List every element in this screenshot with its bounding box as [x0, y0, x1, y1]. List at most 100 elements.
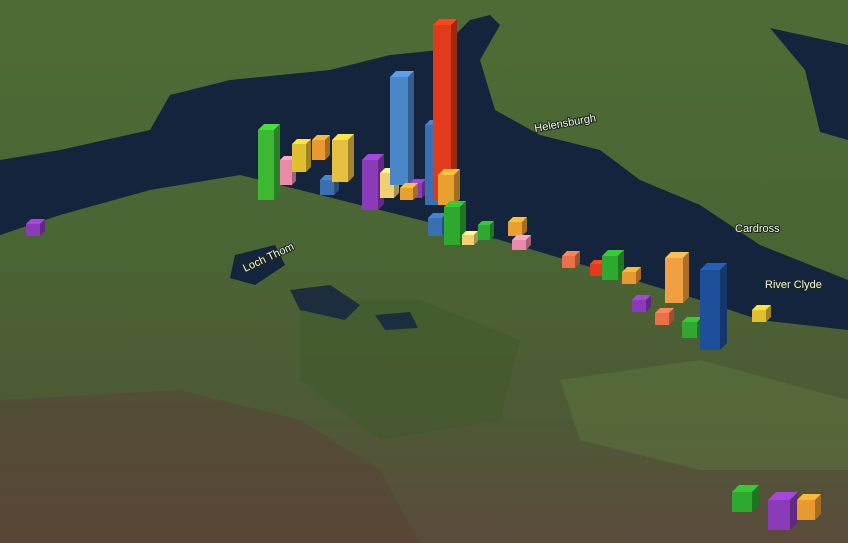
- bar-face: [632, 300, 646, 312]
- moorland: [0, 390, 420, 543]
- bar-face: [575, 251, 580, 268]
- bar-face: [646, 295, 651, 312]
- bar-face: [508, 217, 527, 222]
- bar-face: [655, 308, 674, 313]
- column: [400, 183, 418, 200]
- column: [682, 317, 702, 338]
- bar-face: [462, 231, 478, 235]
- bar-face: [562, 251, 580, 256]
- water: [0, 15, 848, 330]
- bar-face: [26, 224, 40, 236]
- bar-face: [602, 250, 624, 256]
- bar-face: [258, 124, 280, 130]
- column: [433, 19, 457, 200]
- bar-face: [508, 222, 522, 236]
- bar-face: [815, 494, 821, 520]
- bar-face: [562, 256, 575, 268]
- bar-face: [665, 258, 683, 303]
- bar-face: [312, 135, 330, 140]
- bar-face: [700, 270, 720, 350]
- bar-face: [428, 213, 447, 218]
- bar-face: [752, 485, 759, 512]
- bar-face: [720, 263, 727, 350]
- bar-face: [274, 124, 280, 200]
- bar-face: [790, 492, 798, 530]
- column: [508, 217, 527, 236]
- column: [438, 169, 460, 205]
- bar-face: [312, 140, 325, 160]
- bar-face: [390, 71, 414, 77]
- bar-face: [332, 140, 348, 182]
- column: [478, 221, 494, 240]
- bar-face: [522, 217, 527, 236]
- column: [292, 139, 311, 172]
- bar-face: [454, 169, 460, 205]
- bar-face: [622, 267, 641, 272]
- bar-face: [797, 500, 815, 520]
- column: [258, 124, 280, 200]
- bar-face: [413, 183, 418, 200]
- moorland: [300, 300, 520, 440]
- bar-face: [766, 305, 771, 322]
- column: [752, 305, 771, 322]
- column: [655, 308, 674, 325]
- column: [462, 231, 478, 245]
- bar-face: [700, 263, 727, 270]
- bar-face: [474, 231, 478, 245]
- bar-face: [512, 235, 531, 240]
- bar-face: [768, 500, 790, 530]
- column: [390, 71, 414, 185]
- bar-face: [512, 240, 526, 250]
- bar-face: [438, 175, 454, 205]
- bar-face: [428, 218, 442, 236]
- bar-face: [332, 134, 354, 140]
- column: [732, 485, 759, 512]
- bar-face: [632, 295, 651, 300]
- bar-face: [362, 154, 384, 160]
- bar-face: [26, 219, 45, 224]
- bar-face: [280, 160, 292, 185]
- bar-face: [682, 317, 702, 322]
- bar-face: [400, 188, 413, 200]
- bar-layer: [26, 19, 821, 530]
- bar-face: [732, 485, 759, 492]
- loch: [230, 245, 285, 285]
- water: [770, 28, 848, 140]
- bar-face: [438, 169, 460, 175]
- bar-face: [258, 130, 274, 200]
- bar-face: [768, 492, 798, 500]
- bar-face: [451, 19, 457, 200]
- column: [622, 267, 641, 284]
- bar-face: [444, 207, 460, 245]
- column: [768, 492, 798, 530]
- bar-face: [348, 134, 354, 182]
- bar-face: [478, 225, 490, 240]
- bar-face: [40, 219, 45, 236]
- column: [332, 134, 354, 182]
- bar-face: [752, 310, 766, 322]
- column: [512, 235, 531, 250]
- bar-face: [462, 235, 474, 245]
- bar-face: [400, 183, 418, 188]
- bar-face: [732, 492, 752, 512]
- bar-face: [390, 77, 408, 185]
- bar-face: [602, 256, 618, 280]
- place-label: Cardross: [735, 223, 780, 235]
- bar-face: [682, 322, 697, 338]
- bar-face: [320, 180, 334, 195]
- bar-face: [622, 272, 636, 284]
- bar-face: [590, 264, 602, 276]
- bar-face: [636, 267, 641, 284]
- bar-face: [325, 135, 330, 160]
- bar-face: [683, 252, 689, 303]
- column: [797, 494, 821, 520]
- bar-face: [408, 71, 414, 185]
- bar-face: [752, 305, 771, 310]
- bar-face: [306, 139, 311, 172]
- bar-face: [655, 313, 669, 325]
- bar-face: [433, 19, 457, 25]
- column: [562, 251, 580, 268]
- farmland: [560, 360, 848, 470]
- column: [665, 252, 689, 303]
- column: [26, 219, 45, 236]
